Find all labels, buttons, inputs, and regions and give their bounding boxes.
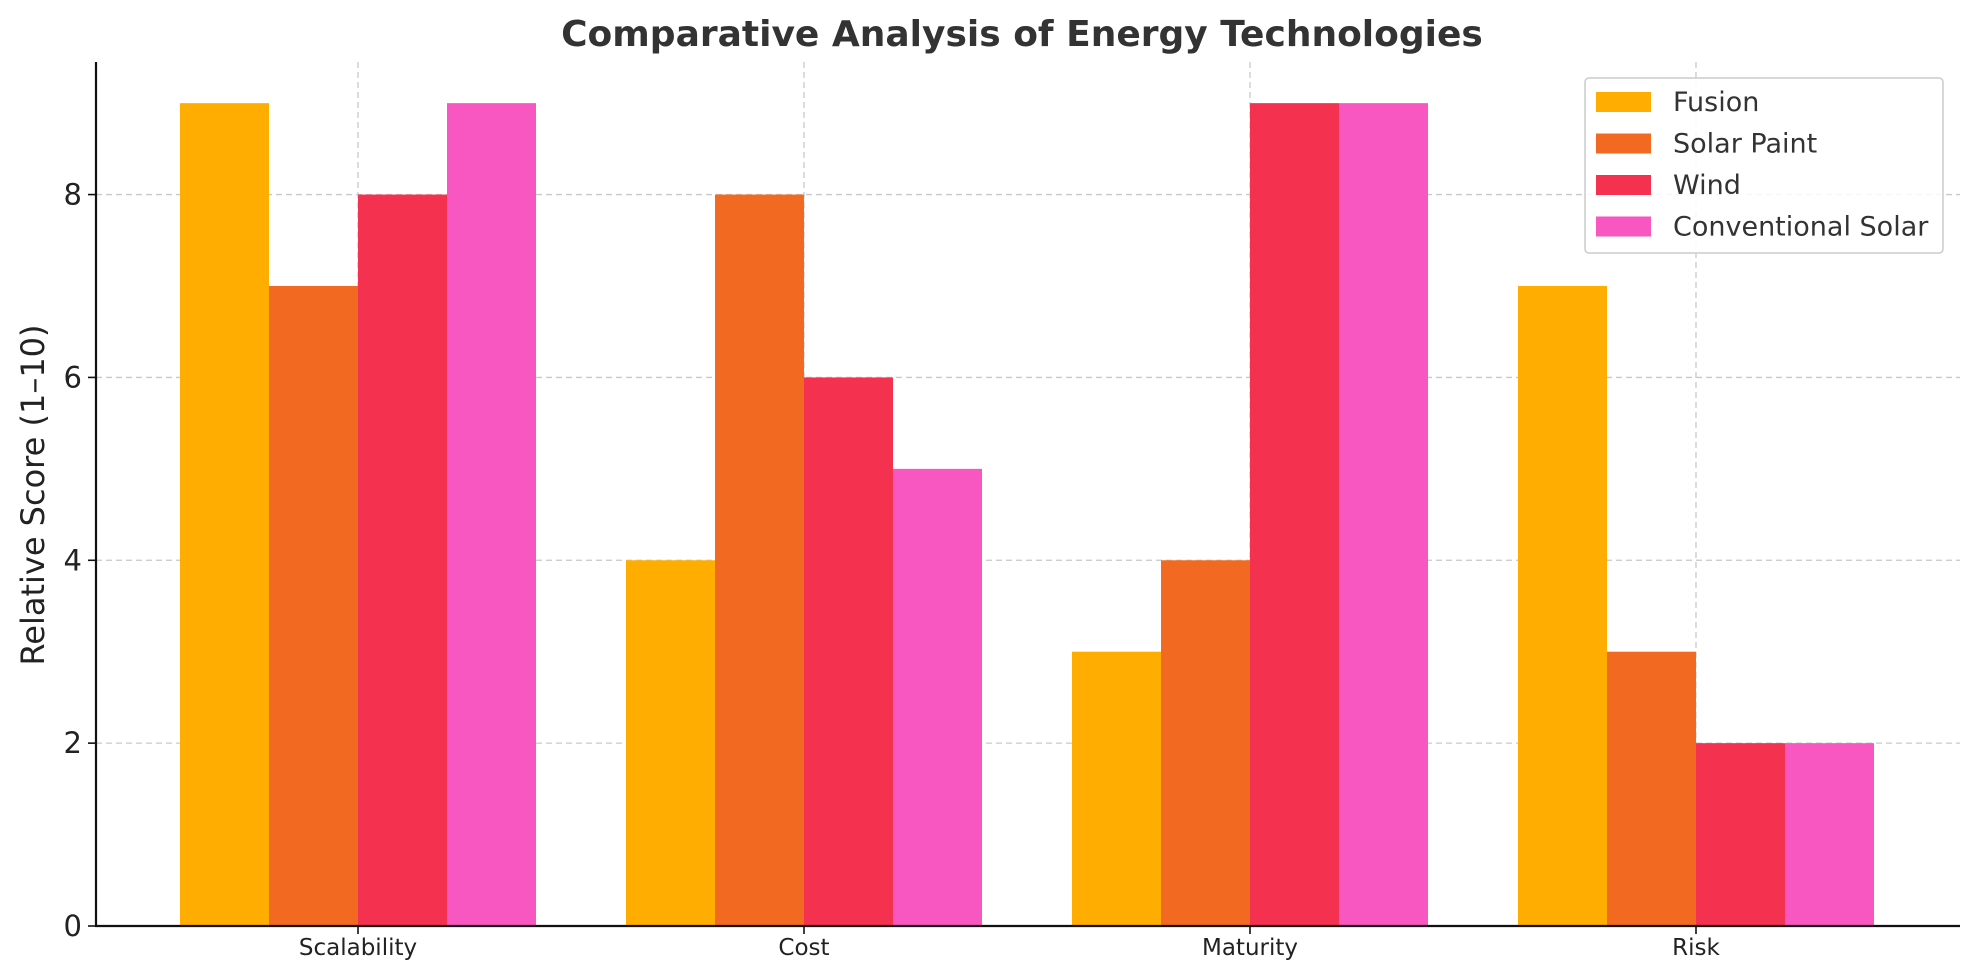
bar-fusion-maturity bbox=[1072, 651, 1161, 926]
bar-conventional-solar-cost bbox=[893, 468, 982, 926]
legend-swatch-solar-paint bbox=[1596, 133, 1651, 154]
y-tick-label-2: 2 bbox=[64, 726, 82, 760]
legend-label-wind: Wind bbox=[1673, 170, 1741, 201]
bar-wind-risk bbox=[1696, 743, 1785, 926]
bar-fusion-scalability bbox=[180, 103, 269, 926]
bar-solar-paint-risk bbox=[1607, 651, 1696, 926]
x-tick-label-risk: Risk bbox=[1672, 935, 1720, 961]
y-tick-label-0: 0 bbox=[64, 909, 82, 943]
legend: Fusion Solar Paint Wind Conventional Solar bbox=[1584, 77, 1944, 254]
bar-solar-paint-maturity bbox=[1161, 560, 1250, 926]
x-tick-label-cost: Cost bbox=[778, 935, 829, 961]
bar-solar-paint-cost bbox=[715, 194, 804, 927]
bar-conventional-solar-maturity bbox=[1339, 103, 1428, 926]
bar-fusion-risk bbox=[1518, 286, 1607, 926]
axes bbox=[94, 62, 1960, 928]
y-tick-label-8: 8 bbox=[64, 178, 82, 212]
chart-title: Comparative Analysis of Energy Technolog… bbox=[561, 14, 1483, 55]
x-ticks: Scalability Cost Maturity Risk bbox=[299, 926, 1721, 961]
bar-solar-paint-scalability bbox=[269, 286, 358, 926]
legend-swatch-fusion bbox=[1596, 92, 1651, 112]
legend-swatch-wind bbox=[1596, 175, 1651, 195]
bar-conventional-solar-risk bbox=[1785, 743, 1874, 926]
legend-label-solar-paint: Solar Paint bbox=[1673, 129, 1817, 160]
bar-conventional-solar-scalability bbox=[447, 103, 536, 926]
y-tick-label-6: 6 bbox=[64, 360, 82, 394]
bars bbox=[180, 103, 1874, 927]
legend-swatch-conventional-solar bbox=[1596, 216, 1651, 237]
x-tick-label-scalability: Scalability bbox=[299, 935, 417, 961]
y-ticks: 0 2 4 6 8 bbox=[64, 178, 96, 943]
bar-fusion-cost bbox=[626, 560, 715, 926]
legend-label-conventional-solar: Conventional Solar bbox=[1673, 212, 1929, 243]
y-axis-label: Relative Score (1–10) bbox=[14, 324, 52, 665]
legend-box bbox=[1584, 77, 1944, 254]
y-tick-label-4: 4 bbox=[64, 543, 82, 577]
bar-wind-maturity bbox=[1250, 103, 1339, 926]
bar-wind-cost bbox=[804, 377, 893, 926]
x-tick-label-maturity: Maturity bbox=[1202, 935, 1298, 961]
bar-wind-scalability bbox=[358, 194, 447, 927]
legend-label-fusion: Fusion bbox=[1673, 87, 1759, 118]
